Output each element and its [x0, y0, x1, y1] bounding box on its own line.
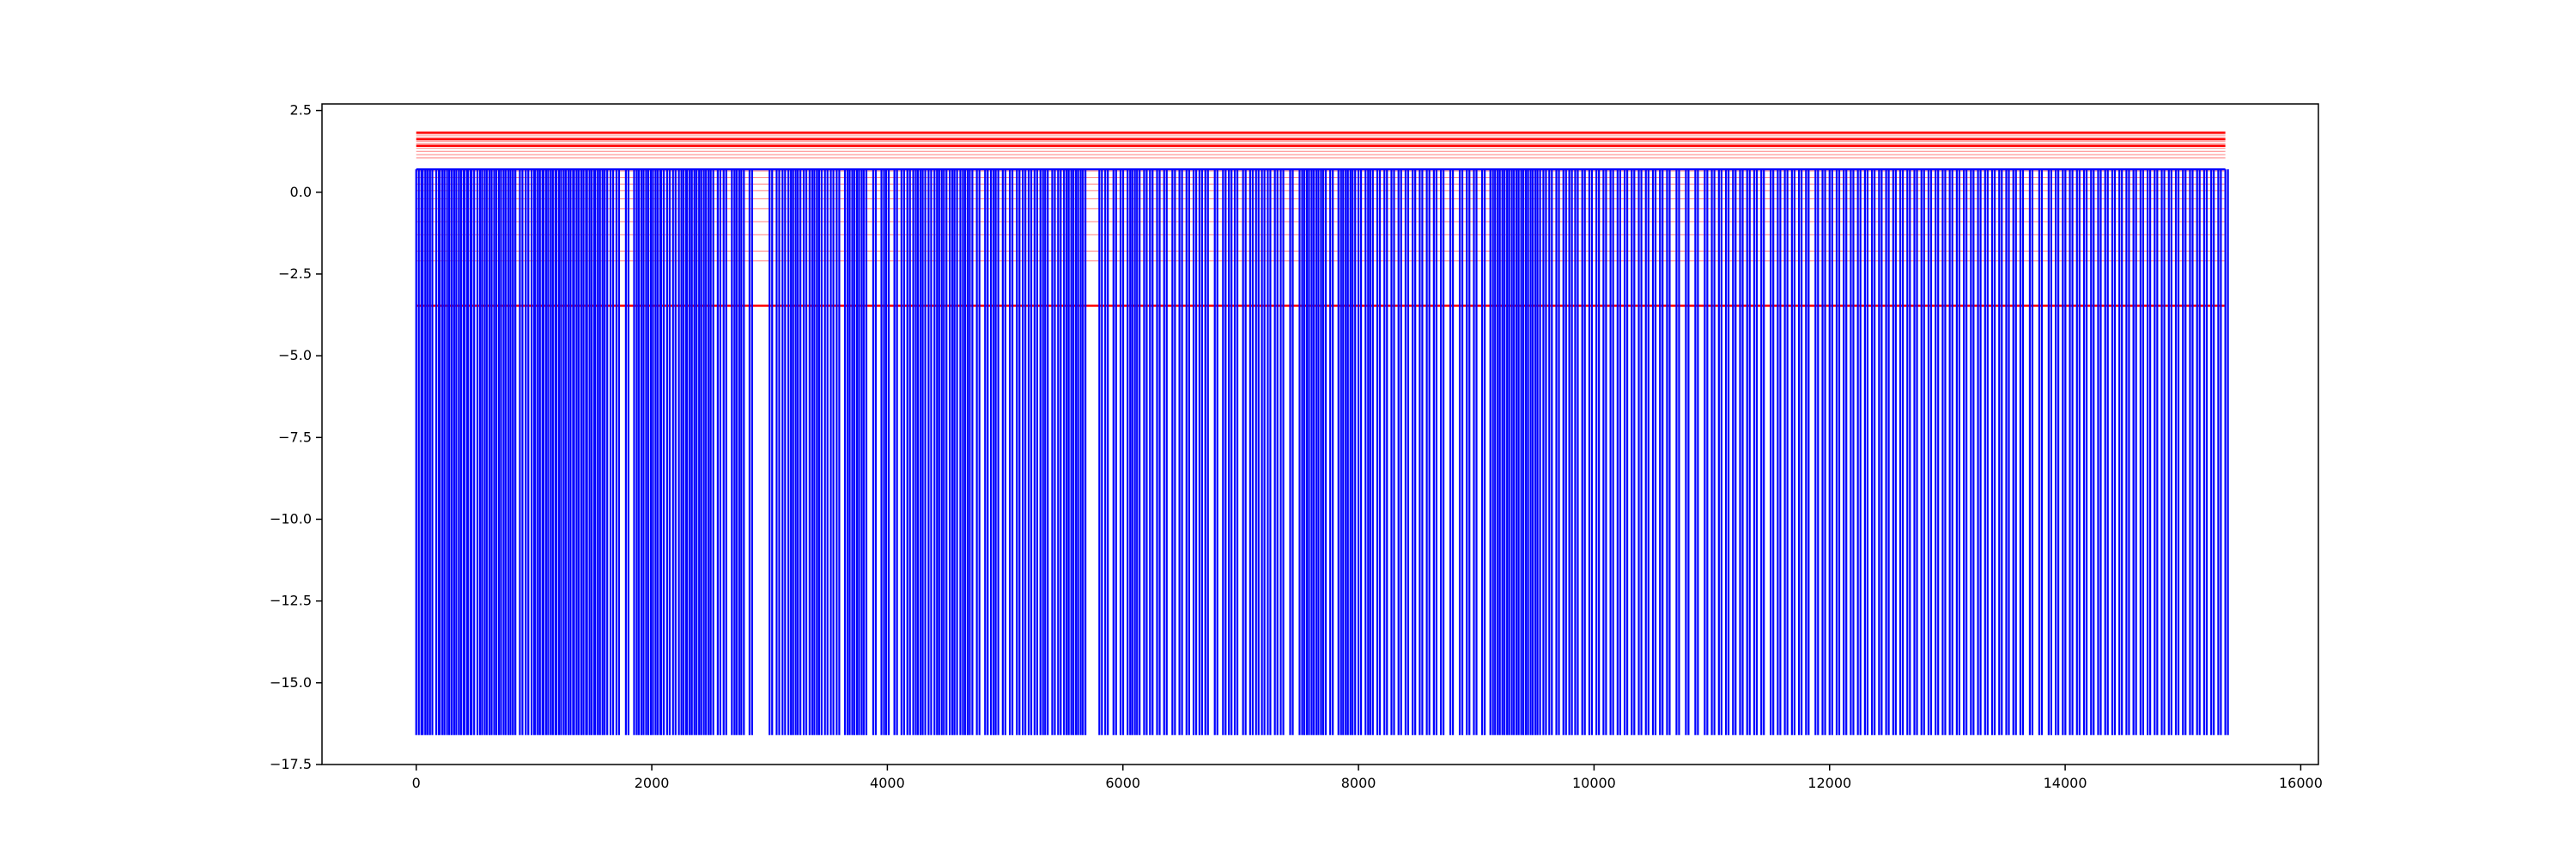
x-tick-label: 14000 — [2044, 775, 2087, 791]
y-tick-label: −5.0 — [278, 347, 312, 363]
x-tick-label: 12000 — [1807, 775, 1851, 791]
x-tick-label: 4000 — [870, 775, 905, 791]
series-layer — [415, 131, 2229, 735]
y-tick-label: −2.5 — [278, 265, 312, 282]
y-tick-label: 2.5 — [290, 102, 312, 119]
x-tick-label: 6000 — [1105, 775, 1140, 791]
y-tick-label: −12.5 — [270, 593, 312, 609]
x-tick-label: 2000 — [635, 775, 670, 791]
y-tick-label: −7.5 — [278, 429, 312, 445]
x-tick-label: 8000 — [1341, 775, 1376, 791]
y-tick-label: −17.5 — [270, 756, 312, 772]
x-tick-label: 0 — [412, 775, 421, 791]
blue-step-series — [415, 168, 2229, 735]
x-tick-label: 16000 — [2279, 775, 2323, 791]
x-tick-label: 10000 — [1572, 775, 1616, 791]
y-tick-label: −15.0 — [270, 674, 312, 691]
y-tick-label: −10.0 — [270, 510, 312, 527]
ticks-layer: 0 2000 4000 6000 8000 10000 12000 14000 16000 2.5… — [270, 102, 2323, 791]
y-tick-label: 0.0 — [290, 184, 312, 200]
plot-frame — [321, 103, 2319, 765]
